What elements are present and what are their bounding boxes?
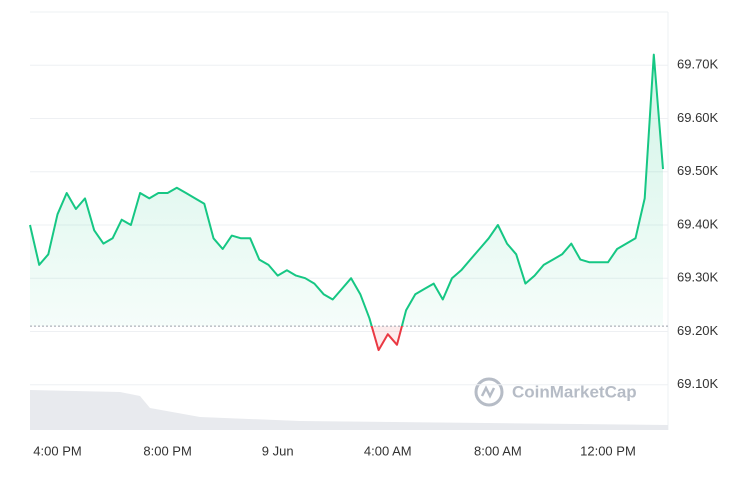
x-tick-label: 9 Jun <box>262 443 294 458</box>
x-tick-label: 4:00 PM <box>33 443 81 458</box>
watermark: CoinMarketCap <box>512 382 637 401</box>
y-tick-label: 69.60K <box>677 110 719 125</box>
y-tick-label: 69.70K <box>677 57 719 72</box>
y-tick-label: 69.50K <box>677 163 719 178</box>
price-line <box>29 53 664 352</box>
y-tick-label: 69.40K <box>677 216 719 231</box>
y-tick-label: 69.20K <box>677 323 719 338</box>
x-tick-label: 12:00 PM <box>580 443 636 458</box>
watermark-logo <box>474 377 504 407</box>
x-tick-label: 8:00 AM <box>474 443 522 458</box>
x-tick-label: 4:00 AM <box>364 443 412 458</box>
x-tick-label: 8:00 PM <box>143 443 191 458</box>
y-tick-label: 69.30K <box>677 270 719 285</box>
y-tick-label: 69.10K <box>677 376 719 391</box>
area-fill <box>30 54 663 351</box>
volume-area <box>30 390 668 430</box>
